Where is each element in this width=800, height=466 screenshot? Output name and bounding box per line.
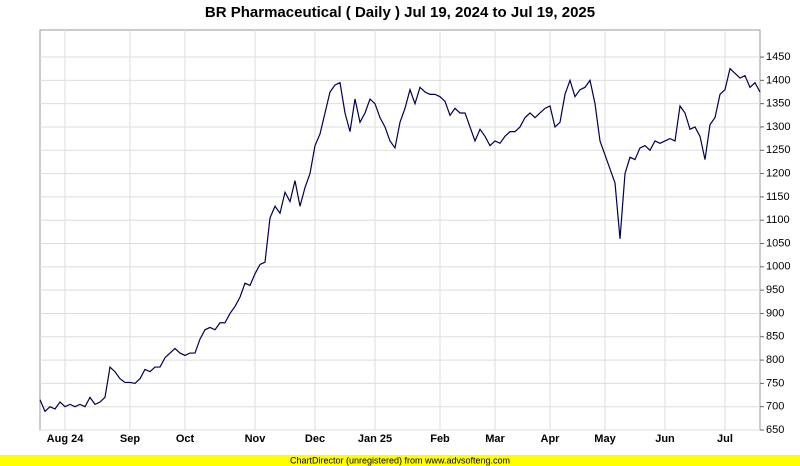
x-tick-label: Nov [245,433,267,445]
y-tick-label: 1000 [766,261,790,273]
x-tick-label: Jun [655,433,675,445]
y-tick-label: 650 [766,424,784,436]
y-tick-label: 1150 [766,191,790,203]
y-tick-label: 800 [766,354,784,366]
y-tick-label: 950 [766,284,784,296]
footer-bar [0,455,800,466]
y-tick-label: 1100 [766,214,790,226]
x-tick-label: Feb [430,433,450,445]
y-tick-label: 1350 [766,98,790,110]
y-tick-label: 1200 [766,167,790,179]
y-tick-label: 1300 [766,121,790,133]
x-tick-label: Mar [485,433,505,445]
plot-area [39,29,761,431]
chart-title: BR Pharmaceutical ( Daily ) Jul 19, 2024… [205,4,595,21]
x-tick-label: Dec [305,433,325,445]
y-tick-label: 1050 [766,237,790,249]
x-tick-label: Aug 24 [47,433,85,445]
x-tick-label: Jan 25 [358,433,392,445]
y-tick-label: 750 [766,377,784,389]
x-tick-label: Jul [717,433,733,445]
y-tick-label: 1450 [766,51,790,63]
footer: ChartDirector (unregistered) from www.ad… [290,455,510,465]
x-tick-label: Apr [541,433,561,445]
y-tick-label: 900 [766,307,784,319]
y-tick-label: 1400 [766,74,790,86]
x-tick-label: May [594,433,616,445]
x-tick-label: Oct [176,433,195,445]
x-tick-label: Sep [120,433,140,445]
price-line [39,67,761,413]
y-tick-label: 700 [766,401,784,413]
y-tick-label: 850 [766,331,784,343]
y-tick-label: 1250 [766,144,790,156]
